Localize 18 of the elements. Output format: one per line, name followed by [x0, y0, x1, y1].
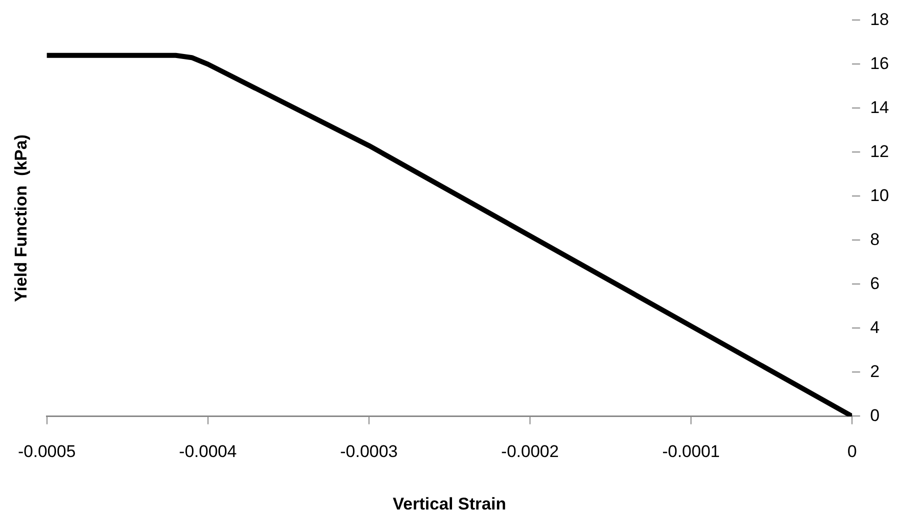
y-tick-label: 10: [870, 186, 890, 205]
y-tick-label: 2: [870, 362, 880, 381]
y-tick-label: 8: [870, 230, 880, 249]
x-axis-title: Vertical Strain: [392, 494, 506, 514]
y-tick-label: 0: [870, 406, 880, 425]
y-tick-label: 4: [870, 318, 880, 337]
x-tick-label: 0: [847, 442, 857, 462]
x-tick-label: -0.0003: [340, 442, 398, 462]
x-tick-label: -0.0005: [18, 442, 76, 462]
y-tick-label: 18: [870, 10, 890, 29]
y-tick-label: 12: [870, 142, 890, 161]
x-tick-label: -0.0002: [501, 442, 559, 462]
x-tick-label: -0.0001: [662, 442, 720, 462]
y-axis-title: Yield Function (kPa): [12, 134, 31, 302]
x-tick-label: -0.0004: [179, 442, 237, 462]
y-tick-label: 14: [870, 98, 890, 117]
y-tick-label: 6: [870, 274, 880, 293]
y-tick-label: 16: [870, 54, 890, 73]
